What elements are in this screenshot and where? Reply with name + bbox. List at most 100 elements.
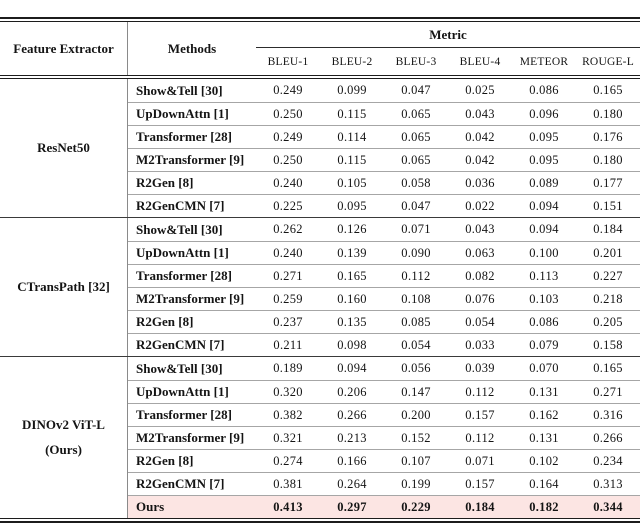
metric-value-cell: 0.249: [273, 83, 303, 97]
method-cell: R2Gen [8]: [136, 175, 194, 190]
metric-value-cell: 0.079: [529, 337, 559, 352]
metric-value-cell: 0.206: [337, 384, 367, 399]
table-row: M2Transformer [9] 0.259 0.160 0.108 0.076 0.1…: [128, 287, 640, 310]
extractor-group: DINOv2 ViT-L (Ours) Show&Tell [30] 0.189 0.0…: [0, 356, 640, 518]
metric-value-cell: 0.022: [465, 198, 495, 213]
metric-value-cell: 0.201: [593, 245, 623, 260]
metric-value-cell: 0.180: [593, 152, 623, 167]
metric-value-cell: 0.266: [337, 407, 367, 422]
metric-value-cell: 0.157: [465, 476, 495, 491]
table-row: Ours 0.413 0.297 0.229 0.184 0.182 0.344: [128, 495, 640, 518]
feature-extractor-cell: CTransPath [32]: [0, 218, 128, 356]
metric-value-cell: 0.094: [529, 198, 559, 213]
metric-value-cell: 0.162: [529, 407, 559, 422]
metric-value-cell: 0.320: [273, 384, 303, 399]
metric-value-cell: 0.211: [273, 337, 303, 352]
method-cell: M2Transformer [9]: [136, 430, 245, 445]
metric-value-cell: 0.271: [273, 268, 303, 283]
method-cell: R2Gen [8]: [136, 453, 194, 468]
table-row: UpDownAttn [1] 0.250 0.115 0.065 0.043 0.096 0…: [128, 102, 640, 125]
metric-value-cell: 0.054: [401, 337, 431, 352]
metric-value-cell: 0.086: [529, 314, 559, 329]
header-methods: Methods: [167, 40, 217, 56]
metric-value-cell: 0.227: [593, 268, 623, 283]
metric-value-cell: 0.108: [401, 291, 431, 306]
method-cell: Transformer [28]: [136, 407, 232, 422]
header-metric-group-label: Metric: [256, 22, 640, 48]
metric-value-cell: 0.089: [529, 175, 559, 190]
metric-value-cell: 0.264: [337, 476, 367, 491]
method-cell: Show&Tell [30]: [136, 82, 223, 98]
metric-value-cell: 0.152: [401, 430, 431, 445]
table-row: Show&Tell [30] 0.262 0.126 0.071 0.043 0.094 0…: [128, 218, 640, 241]
table-row: Show&Tell [30] 0.189 0.094 0.056 0.039 0.070 0…: [128, 357, 640, 380]
feature-extractor-label: DINOv2 ViT-L: [22, 417, 105, 433]
metric-value-cell: 0.158: [593, 337, 623, 352]
method-cell: M2Transformer [9]: [136, 291, 245, 306]
metric-value-cell: 0.344: [593, 499, 623, 514]
metric-value-cell: 0.225: [273, 198, 303, 213]
metric-value-cell: 0.094: [529, 222, 559, 236]
method-cell: UpDownAttn [1]: [136, 384, 229, 399]
method-cell: UpDownAttn [1]: [136, 106, 229, 121]
metric-value-cell: 0.039: [465, 361, 495, 375]
metric-value-cell: 0.229: [401, 499, 431, 514]
table-row: R2GenCMN [7] 0.211 0.098 0.054 0.033 0.079 0.1…: [128, 333, 640, 356]
metric-value-cell: 0.112: [401, 268, 431, 283]
header-metric-bleu4: BLEU-4: [459, 55, 501, 68]
table-bottom-rule: [0, 518, 640, 523]
table-row: R2Gen [8] 0.240 0.105 0.058 0.036 0.089 0.177: [128, 171, 640, 194]
table-row: M2Transformer [9] 0.250 0.115 0.065 0.042 0.0…: [128, 148, 640, 171]
metric-value-cell: 0.164: [529, 476, 559, 491]
metric-value-cell: 0.095: [529, 152, 559, 167]
metric-value-cell: 0.413: [273, 499, 303, 514]
table-body: ResNet50 Show&Tell [30] 0.249 0.099 0.047 0.0…: [0, 79, 640, 518]
metric-value-cell: 0.025: [465, 83, 495, 97]
metric-value-cell: 0.176: [593, 129, 623, 144]
metric-value-cell: 0.071: [465, 453, 495, 468]
metric-value-cell: 0.056: [401, 361, 431, 375]
method-cell: R2GenCMN [7]: [136, 198, 225, 213]
method-rows: Show&Tell [30] 0.249 0.099 0.047 0.025 0.086 0…: [128, 79, 640, 217]
metric-value-cell: 0.182: [529, 499, 559, 514]
metric-value-cell: 0.082: [465, 268, 495, 283]
metric-value-cell: 0.058: [401, 175, 431, 190]
metric-value-cell: 0.094: [337, 361, 367, 375]
table-row: R2Gen [8] 0.274 0.166 0.107 0.071 0.102 0.234: [128, 449, 640, 472]
method-rows: Show&Tell [30] 0.189 0.094 0.056 0.039 0.070 0…: [128, 357, 640, 518]
metric-value-cell: 0.112: [465, 384, 495, 399]
metric-value-cell: 0.218: [593, 291, 623, 306]
header-metric-rougel: ROUGE-L: [582, 55, 634, 68]
metric-value-cell: 0.199: [401, 476, 431, 491]
metric-value-cell: 0.151: [593, 198, 623, 213]
table-row: M2Transformer [9] 0.321 0.213 0.152 0.112 0.1…: [128, 426, 640, 449]
metric-value-cell: 0.105: [337, 175, 367, 190]
metric-value-cell: 0.095: [337, 198, 367, 213]
metric-value-cell: 0.157: [465, 407, 495, 422]
header-metric-block: Metric BLEU-1 BLEU-2 BLEU-3 BLEU-4 METEO…: [256, 22, 640, 75]
metric-value-cell: 0.249: [273, 129, 303, 144]
metric-value-cell: 0.189: [273, 361, 303, 375]
metric-value-cell: 0.065: [401, 106, 431, 121]
metric-value-cell: 0.160: [337, 291, 367, 306]
table-row: Transformer [28] 0.382 0.266 0.200 0.157 0.16…: [128, 403, 640, 426]
metric-value-cell: 0.166: [337, 453, 367, 468]
method-cell: Transformer [28]: [136, 129, 232, 144]
metric-value-cell: 0.098: [337, 337, 367, 352]
metric-value-cell: 0.112: [465, 430, 495, 445]
metric-value-cell: 0.165: [337, 268, 367, 283]
metric-value-cell: 0.240: [273, 245, 303, 260]
feature-extractor-cell: DINOv2 ViT-L (Ours): [0, 357, 128, 518]
metric-value-cell: 0.071: [401, 222, 431, 236]
metric-value-cell: 0.240: [273, 175, 303, 190]
method-cell: Transformer [28]: [136, 268, 232, 283]
metric-value-cell: 0.115: [337, 106, 367, 121]
metric-value-cell: 0.114: [337, 129, 367, 144]
metric-value-cell: 0.042: [465, 129, 495, 144]
header-metric-bleu3: BLEU-3: [395, 55, 437, 68]
metric-value-cell: 0.054: [465, 314, 495, 329]
metric-value-cell: 0.102: [529, 453, 559, 468]
metric-value-cell: 0.237: [273, 314, 303, 329]
metric-value-cell: 0.177: [593, 175, 623, 190]
